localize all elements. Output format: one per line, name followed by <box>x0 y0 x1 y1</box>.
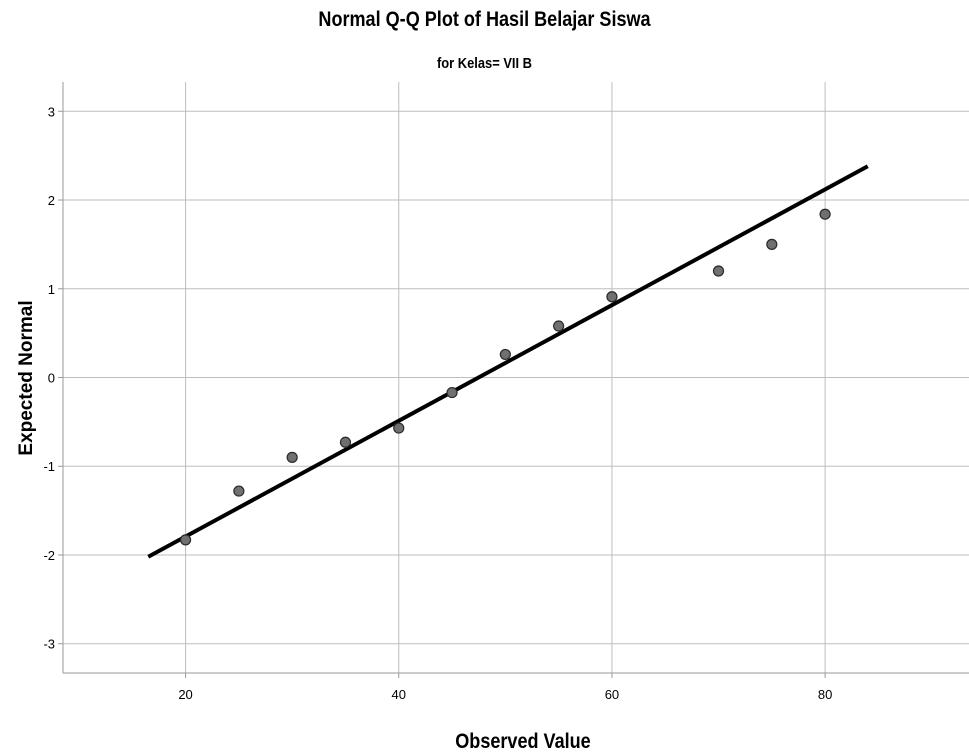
data-point <box>766 238 778 250</box>
data-point <box>339 436 352 448</box>
y-tick-label: 2 <box>48 193 55 208</box>
y-tick-label: 0 <box>48 371 55 386</box>
y-tick-label: 1 <box>48 282 55 297</box>
data-point <box>286 451 298 463</box>
data-point <box>712 265 725 277</box>
data-points <box>179 208 831 546</box>
x-tick-label: 60 <box>605 687 619 702</box>
reference-line-group <box>147 164 869 559</box>
y-axis-label: Expected Normal <box>16 300 37 455</box>
y-tick-label: -2 <box>43 548 55 563</box>
reference-line <box>147 164 869 559</box>
data-point <box>179 534 192 546</box>
data-point <box>233 485 245 497</box>
x-axis-label: Observed Value <box>455 730 591 754</box>
data-point <box>499 348 511 361</box>
data-point <box>393 422 405 434</box>
data-point <box>819 208 831 220</box>
x-tick-label: 20 <box>178 687 192 702</box>
data-point <box>553 320 565 332</box>
chart-subtitle: for Kelas= VII B <box>436 55 533 72</box>
x-tick-label: 80 <box>818 687 832 702</box>
grid-lines <box>63 82 969 673</box>
y-tick-label: -1 <box>43 459 55 474</box>
y-tick-label: 3 <box>48 104 55 119</box>
data-point <box>446 386 458 399</box>
x-tick-label: 40 <box>392 687 406 702</box>
axes <box>58 82 969 678</box>
y-tick-label: -3 <box>43 637 55 652</box>
chart-title: Normal Q-Q Plot of Hasil Belajar Siswa <box>318 8 651 31</box>
data-point <box>606 291 618 303</box>
tick-labels: 20 40 60 80 3 2 1 0 -1 -2 -3 <box>43 104 832 702</box>
